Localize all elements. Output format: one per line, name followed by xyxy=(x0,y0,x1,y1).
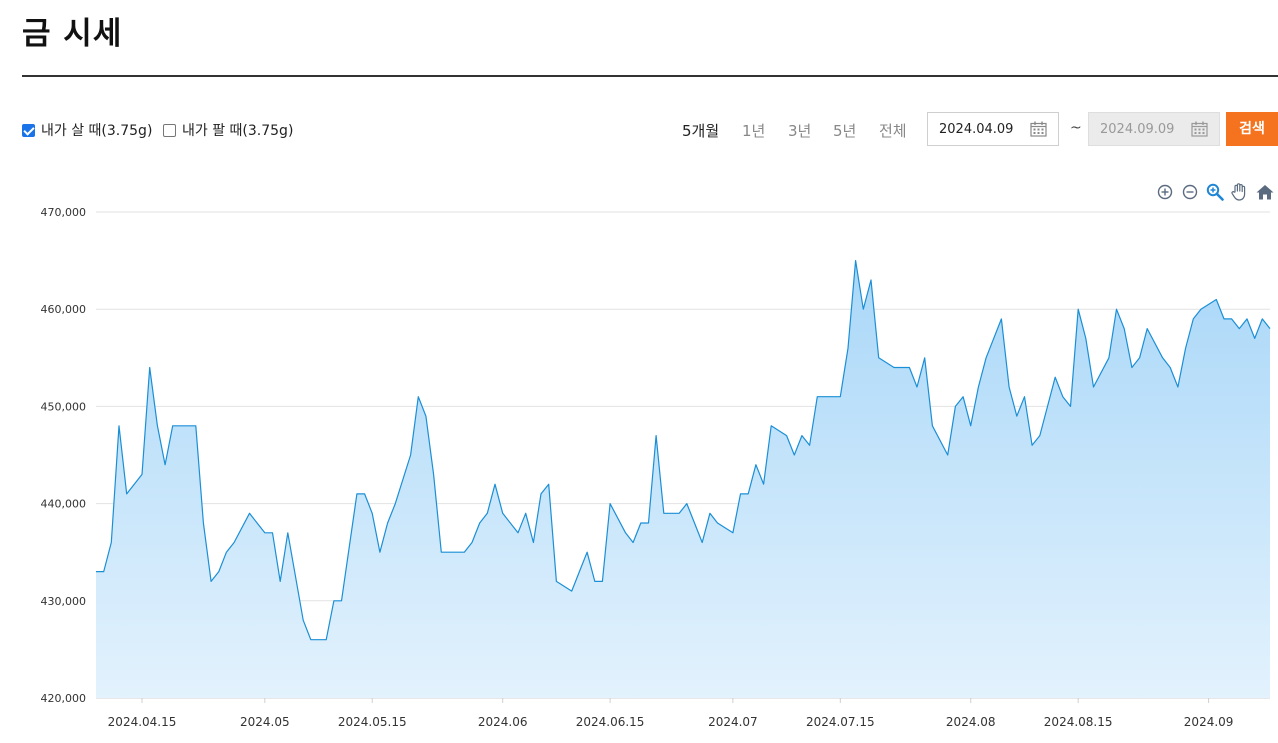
calendar-icon[interactable] xyxy=(1030,121,1047,137)
period-all[interactable]: 전체 xyxy=(879,122,907,140)
title-divider xyxy=(22,75,1278,77)
price-area-fill xyxy=(96,260,1270,698)
date-range-separator: ~ xyxy=(1070,120,1082,136)
y-axis: 420,000 430,000 440,000 450,000 460,000 470,0… xyxy=(41,206,87,705)
y-tick-label: 440,000 xyxy=(41,498,87,511)
period-1-year[interactable]: 1년 xyxy=(742,122,766,140)
y-tick-label: 420,000 xyxy=(41,692,87,705)
magnify-icon[interactable] xyxy=(1204,182,1225,202)
chart-toolbar xyxy=(1154,182,1275,202)
x-tick-label: 2024.08.15 xyxy=(1044,715,1113,729)
start-date-field[interactable]: 2024.04.09 xyxy=(927,112,1059,146)
sell-option[interactable]: 내가 팔 때(3.75g) xyxy=(163,120,293,140)
sell-checkbox[interactable] xyxy=(163,123,176,137)
buy-option-label: 내가 살 때(3.75g) xyxy=(41,123,153,139)
x-tick-label: 2024.06.15 xyxy=(576,715,645,729)
sell-option-label: 내가 팔 때(3.75g) xyxy=(182,123,294,139)
buy-checkbox[interactable] xyxy=(22,123,35,137)
page-title: 금 시세 xyxy=(22,16,123,52)
x-tick-label: 2024.09 xyxy=(1184,715,1234,729)
price-series-line xyxy=(96,260,1271,641)
period-5-months[interactable]: 5개월 xyxy=(682,122,720,140)
x-tick-label: 2024.07.15 xyxy=(806,715,875,729)
calendar-icon[interactable] xyxy=(1191,121,1208,137)
pan-hand-icon[interactable] xyxy=(1229,182,1250,202)
x-axis: 2024.04.15 2024.05 2024.05.15 2024.06 2024.0… xyxy=(108,698,1234,729)
x-tick-label: 2024.05 xyxy=(240,715,290,729)
y-tick-label: 430,000 xyxy=(41,595,87,608)
gold-price-chart[interactable]: 420,000 430,000 440,000 450,000 460,000 470,0… xyxy=(0,195,1278,743)
end-date-field[interactable]: 2024.09.09 xyxy=(1088,112,1220,146)
end-date-value: 2024.09.09 xyxy=(1100,122,1175,137)
start-date-value: 2024.04.09 xyxy=(939,122,1014,137)
x-tick-label: 2024.08 xyxy=(946,715,996,729)
price-area xyxy=(96,260,1271,698)
x-tick-label: 2024.05.15 xyxy=(338,715,407,729)
x-tick-label: 2024.07 xyxy=(708,715,758,729)
zoom-out-icon[interactable] xyxy=(1179,182,1200,202)
filter-controls: 내가 살 때(3.75g) 내가 팔 때(3.75g) 5개월 1년 3년 5년… xyxy=(22,112,1278,146)
buy-option[interactable]: 내가 살 때(3.75g) xyxy=(22,120,152,140)
y-tick-label: 460,000 xyxy=(41,303,87,316)
x-tick-label: 2024.04.15 xyxy=(108,715,177,729)
zoom-in-icon[interactable] xyxy=(1154,182,1175,202)
x-tick-label: 2024.06 xyxy=(478,715,528,729)
period-3-years[interactable]: 3년 xyxy=(788,122,812,140)
y-tick-label: 450,000 xyxy=(41,400,87,413)
y-tick-label: 470,000 xyxy=(41,206,87,219)
home-icon[interactable] xyxy=(1254,182,1275,202)
search-button[interactable]: 검색 xyxy=(1226,112,1278,146)
period-5-years[interactable]: 5년 xyxy=(833,122,857,140)
